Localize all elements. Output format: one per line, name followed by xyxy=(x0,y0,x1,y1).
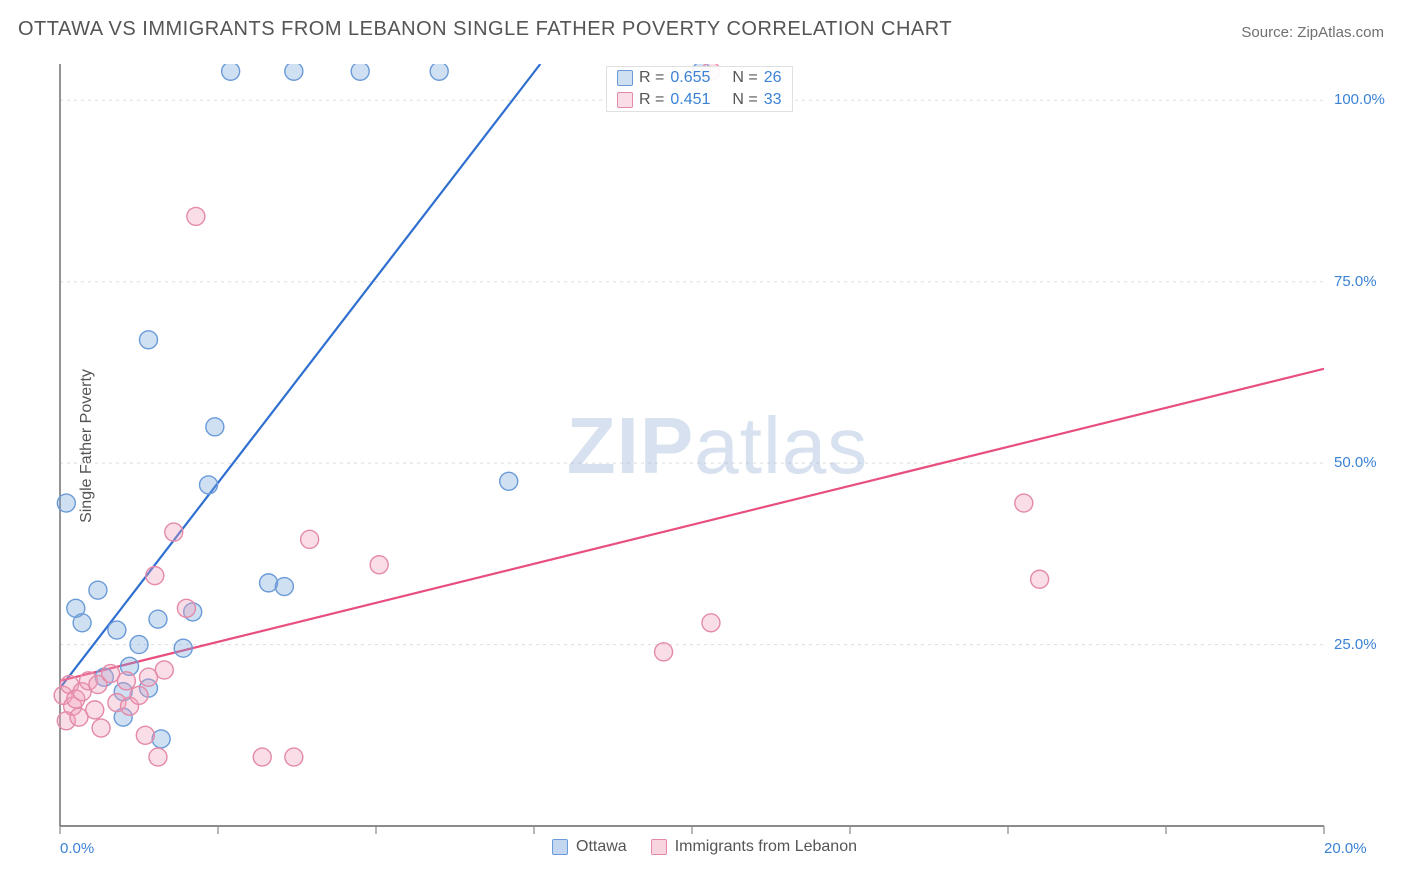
data-point xyxy=(500,472,518,490)
r-value: 0.655 xyxy=(670,69,710,87)
source-prefix: Source: xyxy=(1241,24,1297,41)
data-point xyxy=(139,331,157,349)
data-point xyxy=(155,661,173,679)
data-point xyxy=(174,639,192,657)
data-point xyxy=(1015,494,1033,512)
data-point xyxy=(108,621,126,639)
data-point xyxy=(253,748,271,766)
watermark-atlas: atlas xyxy=(694,401,868,490)
watermark: ZIPatlas xyxy=(567,400,868,492)
data-point xyxy=(130,686,148,704)
data-point xyxy=(149,748,167,766)
data-point xyxy=(351,64,369,80)
chart-container: OTTAWA VS IMMIGRANTS FROM LEBANON SINGLE… xyxy=(0,0,1406,892)
tick-label: 75.0% xyxy=(1334,273,1377,290)
plot-area: ZIPatlas R = 0.655N = 26R = 0.451N = 33 … xyxy=(52,64,1383,844)
legend-swatch xyxy=(651,839,667,855)
n-value: 26 xyxy=(764,69,782,87)
data-point xyxy=(92,719,110,737)
data-point xyxy=(73,614,91,632)
data-point xyxy=(260,574,278,592)
watermark-zip: ZIP xyxy=(567,401,694,490)
data-point xyxy=(200,476,218,494)
data-point xyxy=(430,64,448,80)
legend-series: Ottawa Immigrants from Lebanon xyxy=(552,838,857,856)
legend-swatch xyxy=(617,92,633,108)
legend-label: Ottawa xyxy=(576,838,627,856)
tick-label: 25.0% xyxy=(1334,636,1377,653)
data-point xyxy=(301,530,319,548)
r-label: R = xyxy=(639,69,664,87)
data-point xyxy=(1031,570,1049,588)
legend-swatch xyxy=(552,839,568,855)
data-point xyxy=(177,599,195,617)
r-value: 0.451 xyxy=(670,91,710,109)
data-point xyxy=(187,207,205,225)
n-label: N = xyxy=(732,69,757,87)
chart-title: OTTAWA VS IMMIGRANTS FROM LEBANON SINGLE… xyxy=(18,18,952,41)
legend-item: Immigrants from Lebanon xyxy=(651,838,857,856)
legend-stat-row: R = 0.655 N = 26 xyxy=(607,67,792,89)
tick-label: 100.0% xyxy=(1334,91,1385,108)
tick-label: 20.0% xyxy=(1324,840,1367,857)
data-point xyxy=(117,672,135,690)
data-point xyxy=(136,726,154,744)
legend-stat-row: R = 0.451 N = 33 xyxy=(607,89,792,111)
tick-label: 0.0% xyxy=(60,840,94,857)
data-point xyxy=(285,748,303,766)
data-point xyxy=(165,523,183,541)
legend-label: Immigrants from Lebanon xyxy=(675,838,857,856)
data-point xyxy=(146,567,164,585)
n-label: N = xyxy=(732,91,757,109)
data-point xyxy=(206,418,224,436)
data-point xyxy=(702,614,720,632)
data-point xyxy=(655,643,673,661)
legend-item: Ottawa xyxy=(552,838,627,856)
n-value: 33 xyxy=(764,91,782,109)
data-point xyxy=(275,578,293,596)
source-attribution: Source: ZipAtlas.com xyxy=(1241,24,1384,41)
data-point xyxy=(57,494,75,512)
r-label: R = xyxy=(639,91,664,109)
trend-line xyxy=(60,64,540,688)
legend-stats-box: R = 0.655 N = 26 R = 0.451 N = 33 xyxy=(606,66,793,112)
data-point xyxy=(152,730,170,748)
data-point xyxy=(149,610,167,628)
data-point xyxy=(370,556,388,574)
data-point xyxy=(222,64,240,80)
source-name: ZipAtlas.com xyxy=(1297,24,1384,41)
data-point xyxy=(285,64,303,80)
data-point xyxy=(86,701,104,719)
data-point xyxy=(89,581,107,599)
tick-label: 50.0% xyxy=(1334,454,1377,471)
legend-swatch xyxy=(617,70,633,86)
data-point xyxy=(130,636,148,654)
